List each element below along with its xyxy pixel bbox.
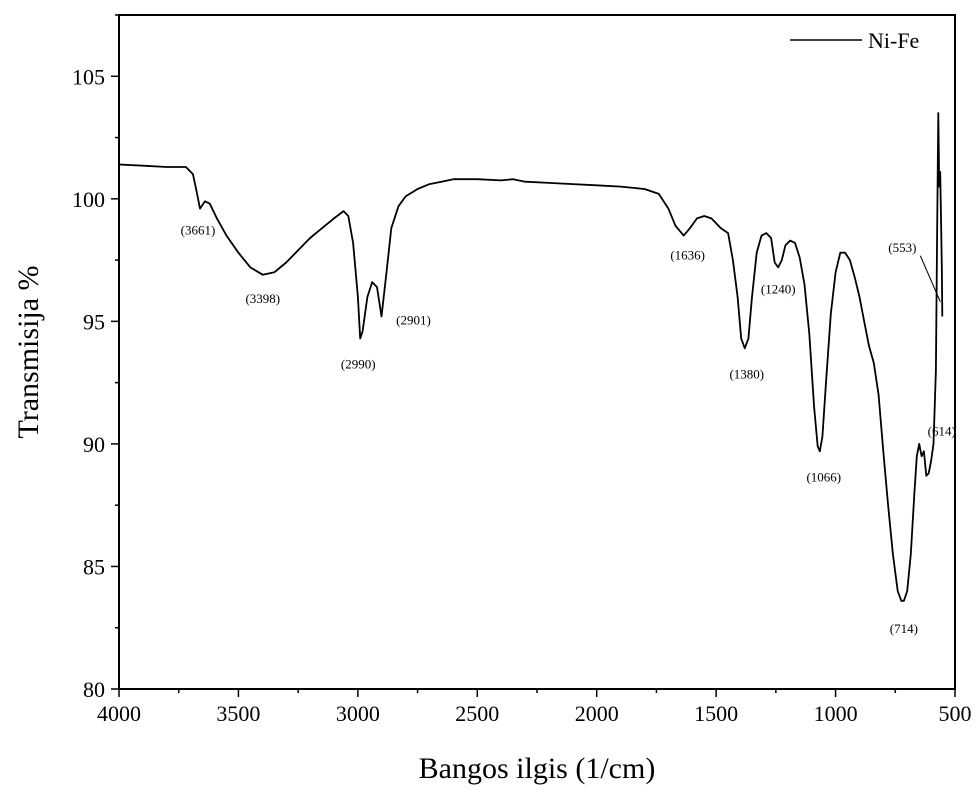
peak-label-714: (714)	[890, 621, 918, 636]
x-tick-label-4000: 4000	[97, 701, 141, 726]
peak-label-1066: (1066)	[806, 469, 841, 484]
y-tick-label-95: 95	[83, 309, 105, 334]
peak-label-3661: (3661)	[181, 223, 216, 238]
x-tick-label-3000: 3000	[336, 701, 380, 726]
x-axis-title: Bangos ilgis (1/cm)	[419, 752, 656, 785]
legend: Ni-Fe	[790, 28, 919, 53]
peak-label-2990: (2990)	[341, 357, 376, 372]
peak-label-1636: (1636)	[670, 248, 705, 263]
x-tick-label-2500: 2500	[455, 701, 499, 726]
ticks-layer: 4000 3500 3000 2500 2000 1500 1000 500 80 85 90 95 1…	[72, 14, 972, 726]
y-axis-title: Transmisija %	[12, 265, 45, 438]
peak-label-2901: (2901)	[396, 312, 431, 327]
y-tick-label-105: 105	[72, 64, 105, 89]
peak-label-3398: (3398)	[245, 291, 280, 306]
series-layer	[118, 112, 944, 602]
y-tick-label-90: 90	[83, 432, 105, 457]
series-line-ni-fe	[118, 112, 944, 602]
peak-leader-553	[919, 255, 941, 302]
x-tick-label-3500: 3500	[216, 701, 260, 726]
y-tick-label-100: 100	[72, 187, 105, 212]
y-tick-label-85: 85	[83, 554, 105, 579]
peak-label-614: (614)	[928, 423, 956, 438]
x-tick-label-1000: 1000	[814, 701, 858, 726]
x-tick-label-1500: 1500	[694, 701, 738, 726]
legend-label-ni-fe: Ni-Fe	[868, 28, 919, 53]
plot-frame	[118, 14, 956, 690]
x-tick-label-500: 500	[939, 701, 972, 726]
x-tick-label-2000: 2000	[575, 701, 619, 726]
peak-label-1240: (1240)	[761, 281, 796, 296]
y-tick-label-80: 80	[83, 677, 105, 702]
peak-label-553: (553)	[888, 240, 916, 255]
peak-label-1380: (1380)	[729, 366, 764, 381]
annotation-layer: (3661) (3398) (2990) (2901) (1636) (1380) (124…	[181, 223, 956, 636]
